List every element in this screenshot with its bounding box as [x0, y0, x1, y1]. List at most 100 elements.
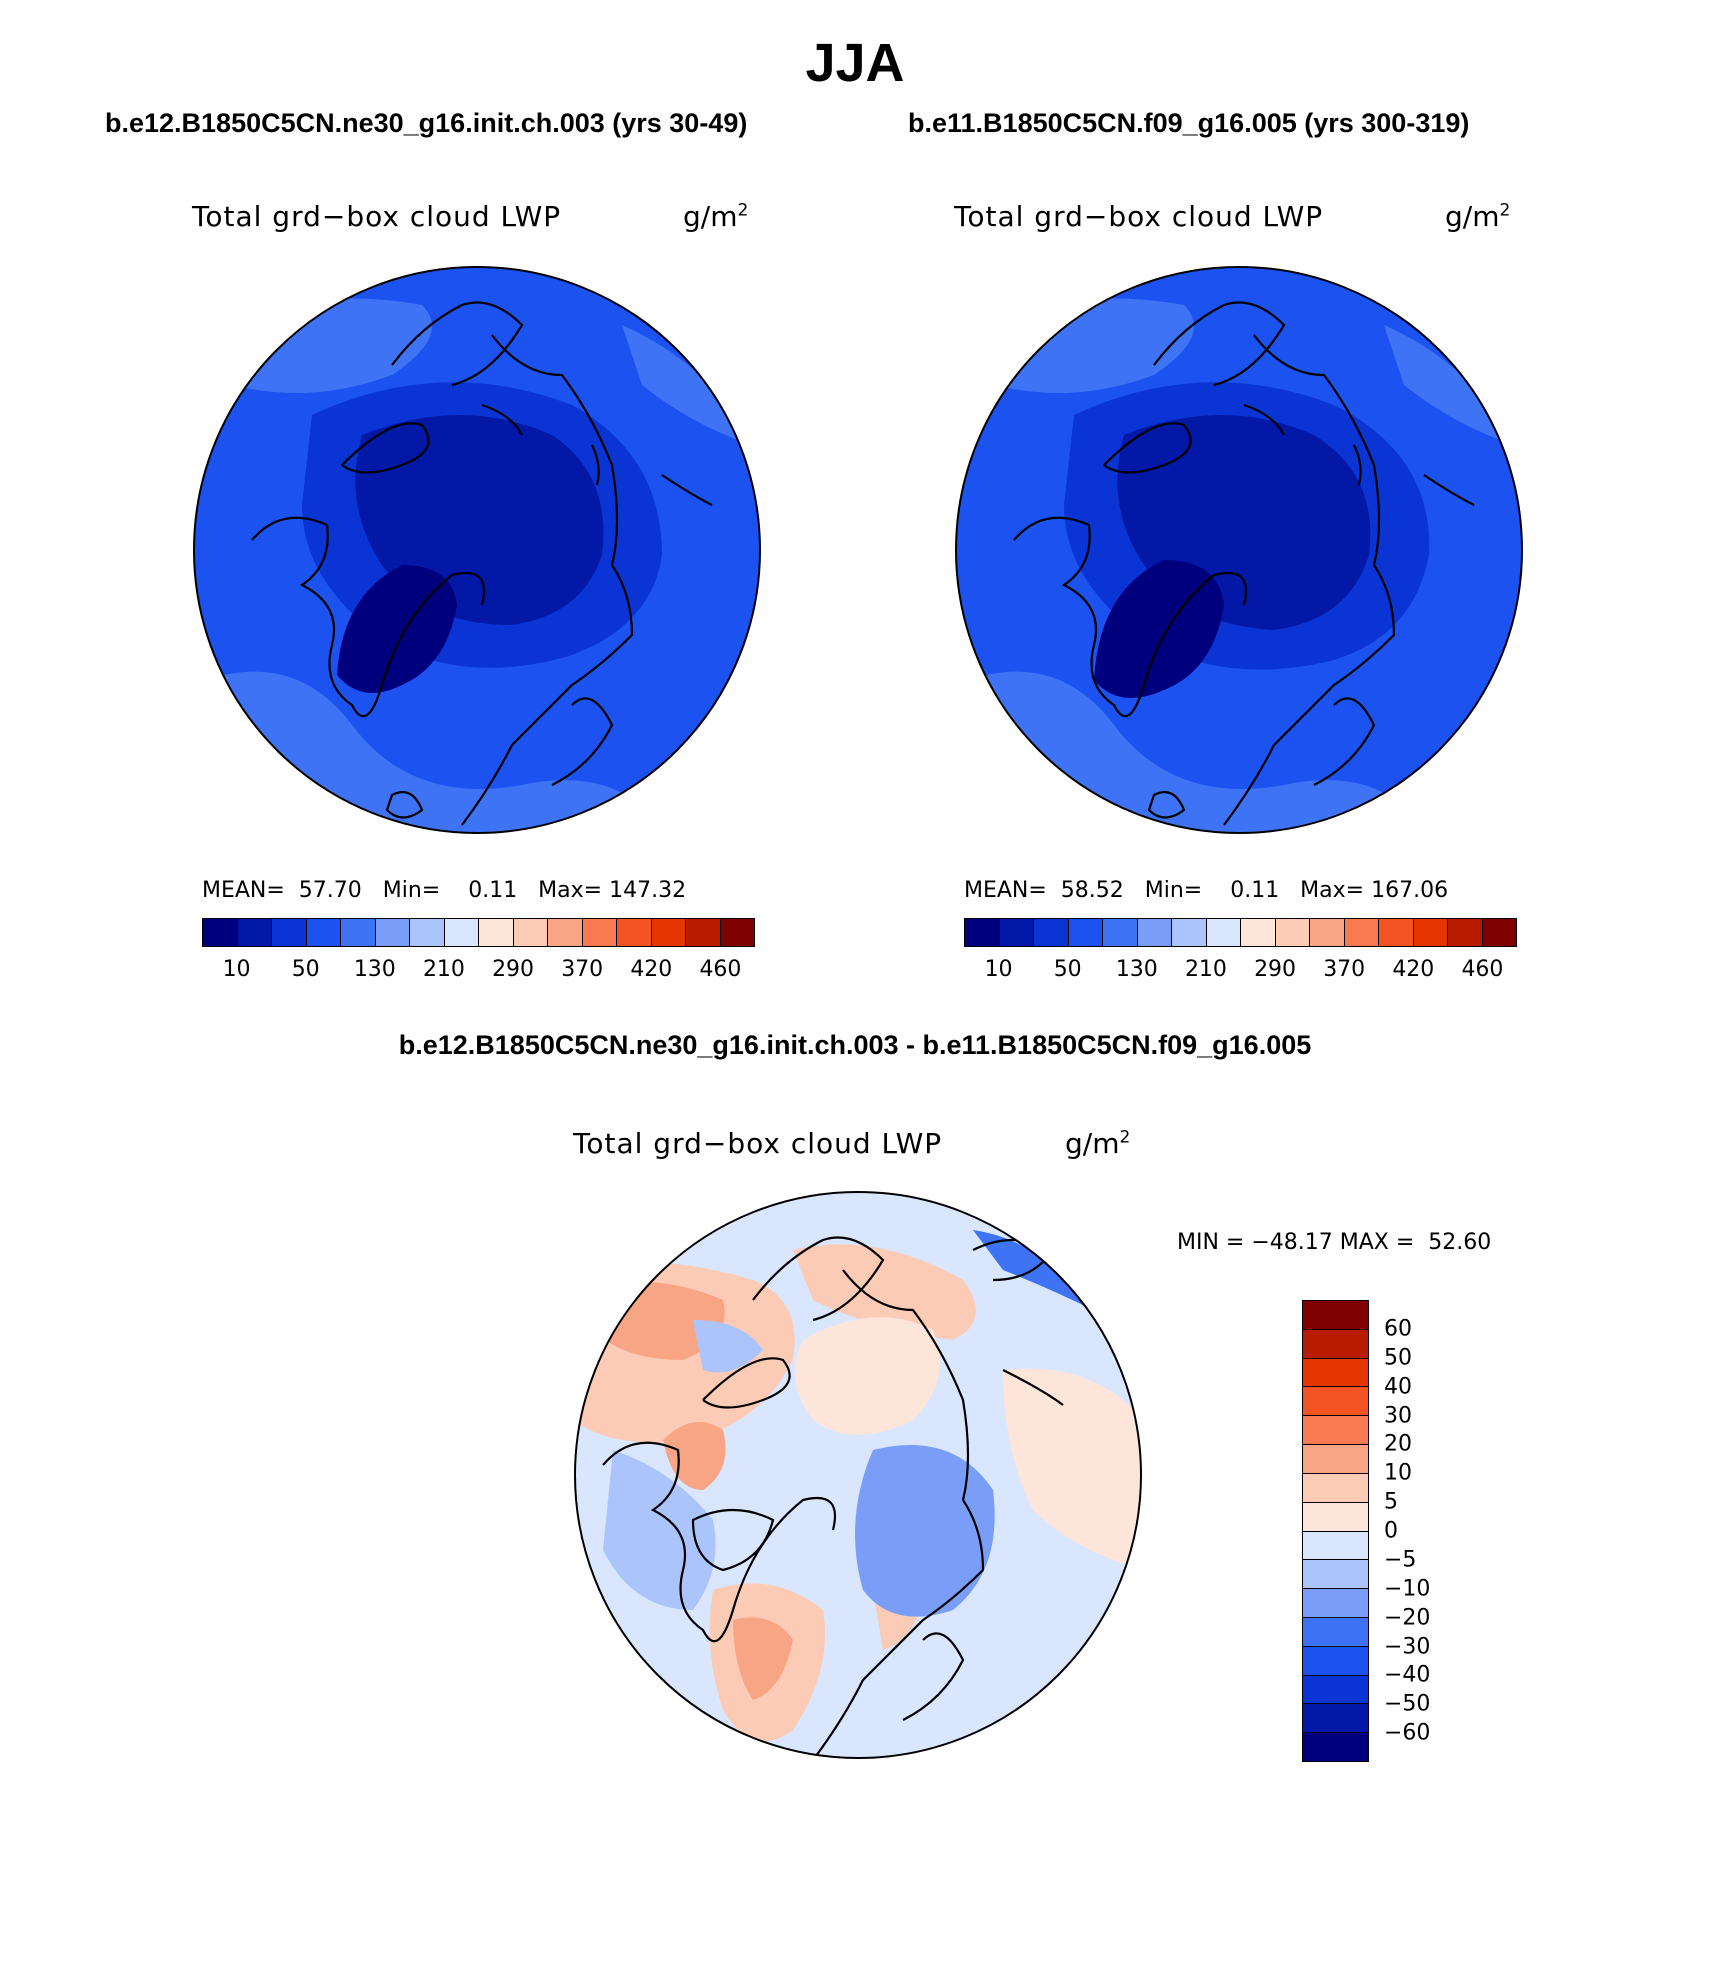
diff-units-label: g/m2	[1065, 1127, 1131, 1160]
right-colorbar-ticks: 10 50 130 210 290 370 420 460	[964, 957, 1517, 987]
colorbar-swatch	[720, 919, 754, 946]
left-colorbar	[202, 918, 755, 947]
left-variable-label: Total grd−box cloud LWP	[192, 200, 562, 233]
colorbar-swatch	[1303, 1329, 1368, 1359]
colorbar-swatch	[1448, 919, 1483, 946]
diff-variable-label: Total grd−box cloud LWP	[573, 1127, 943, 1160]
map-field-zone	[1003, 1368, 1141, 1570]
colorbar-swatch	[444, 919, 479, 946]
colorbar-swatch	[965, 919, 1000, 946]
colorbar-swatch	[1344, 919, 1379, 946]
left-stats: MEAN= 57.70 Min= 0.11 Max= 147.32	[202, 878, 687, 903]
right-colorbar	[964, 918, 1517, 947]
colorbar-swatch	[1275, 919, 1310, 946]
coastline	[251, 301, 713, 826]
left-panel-title: b.e12.B1850C5CN.ne30_g16.init.ch.003 (yr…	[105, 108, 748, 138]
colorbar-swatch	[1068, 919, 1103, 946]
map-field-zone	[1384, 325, 1514, 445]
diff-panel-title: b.e12.B1850C5CN.ne30_g16.init.ch.003 - b…	[398, 1030, 1312, 1060]
colorbar-tick-label: 20	[1384, 1431, 1412, 1457]
colorbar-tick-label: 290	[1254, 957, 1297, 982]
right-panel-title: b.e11.B1850C5CN.f09_g16.005 (yrs 300-319…	[908, 108, 1470, 138]
colorbar-swatch	[1482, 919, 1516, 946]
colorbar-swatch	[1303, 1589, 1368, 1618]
colorbar-swatch	[1379, 919, 1414, 946]
colorbar-swatch	[686, 919, 721, 946]
map-boundary	[574, 1191, 1142, 1759]
colorbar-swatch	[513, 919, 548, 946]
colorbar-tick-label: 420	[630, 957, 673, 982]
colorbar-swatch	[999, 919, 1034, 946]
colorbar-tick-label: 50	[1384, 1345, 1412, 1371]
colorbar-swatch	[237, 919, 272, 946]
colorbar-tick-label: 50	[1053, 957, 1082, 982]
colorbar-swatch	[1303, 1473, 1368, 1503]
colorbar-swatch	[651, 919, 686, 946]
colorbar-swatch	[1303, 1387, 1368, 1417]
colorbar-swatch	[548, 919, 583, 946]
colorbar-swatch	[1303, 1646, 1368, 1676]
colorbar-swatch	[375, 919, 410, 946]
map-field-zone	[337, 565, 457, 693]
diff-polar-map	[574, 1191, 1142, 1759]
colorbar-tick-label: 130	[1115, 957, 1158, 982]
colorbar-swatch	[1303, 1617, 1368, 1647]
colorbar-swatch	[272, 919, 307, 946]
colorbar-tick-label: 370	[561, 957, 604, 982]
colorbar-swatch	[1303, 1416, 1368, 1446]
right-units-label: g/m2	[1445, 200, 1511, 233]
colorbar-swatch	[1241, 919, 1276, 946]
figure-title: JJA	[805, 33, 905, 93]
colorbar-swatch	[582, 919, 617, 946]
coastline	[1013, 301, 1475, 826]
colorbar-tick-label: 40	[1384, 1374, 1412, 1400]
left-colorbar-ticks: 10 50 130 210 290 370 420 460	[202, 957, 755, 987]
colorbar-tick-label: −60	[1384, 1720, 1431, 1746]
colorbar-swatch	[341, 919, 376, 946]
colorbar-swatch	[306, 919, 341, 946]
diff-colorbar	[1302, 1300, 1369, 1762]
map-field-zone	[1094, 560, 1224, 698]
colorbar-tick-label: 30	[1384, 1403, 1412, 1428]
colorbar-swatch	[1303, 1502, 1368, 1532]
colorbar-swatch	[1310, 919, 1345, 946]
colorbar-tick-label: 420	[1392, 957, 1435, 982]
colorbar-swatch	[617, 919, 652, 946]
map-boundary	[193, 266, 761, 834]
colorbar-tick-label: −30	[1384, 1634, 1431, 1659]
colorbar-swatch	[1137, 919, 1172, 946]
colorbar-swatch	[1303, 1675, 1368, 1705]
colorbar-swatch	[203, 919, 238, 946]
colorbar-tick-label: 5	[1384, 1489, 1398, 1515]
colorbar-tick-label: 130	[353, 957, 396, 982]
colorbar-swatch	[1303, 1733, 1368, 1761]
colorbar-tick-label: −5	[1384, 1547, 1417, 1573]
right-variable-label: Total grd−box cloud LWP	[954, 200, 1324, 233]
colorbar-swatch	[1303, 1301, 1368, 1330]
colorbar-tick-label: 290	[492, 957, 535, 982]
map-field-zone	[795, 1317, 940, 1435]
map-field-zone	[693, 1320, 763, 1373]
colorbar-tick-label: 460	[699, 957, 742, 982]
left-units-label: g/m2	[683, 200, 749, 233]
diff-colorbar-ticks: 60 50 40 30 20 10 5 0 −5 −10 −20 −30 −40 −50 −60	[1384, 1300, 1464, 1762]
map-field-zone	[603, 1450, 716, 1610]
colorbar-tick-label: 50	[291, 957, 320, 982]
colorbar-tick-label: 10	[222, 957, 251, 982]
colorbar-swatch	[1303, 1358, 1368, 1388]
map-boundary	[955, 266, 1523, 834]
colorbar-tick-label: −10	[1384, 1576, 1431, 1602]
colorbar-tick-label: 460	[1461, 957, 1504, 982]
diff-stats: MIN = −48.17 MAX = 52.60	[1177, 1230, 1492, 1255]
colorbar-tick-label: −40	[1384, 1662, 1431, 1688]
colorbar-tick-label: −20	[1384, 1605, 1431, 1631]
map-field-zone	[622, 325, 752, 445]
colorbar-swatch	[1303, 1560, 1368, 1590]
map-field-zone	[793, 1244, 976, 1340]
colorbar-swatch	[1303, 1445, 1368, 1474]
colorbar-tick-label: 370	[1323, 957, 1366, 982]
colorbar-swatch	[1206, 919, 1241, 946]
right-polar-map	[955, 266, 1523, 834]
colorbar-swatch	[1103, 919, 1138, 946]
right-stats: MEAN= 58.52 Min= 0.11 Max= 167.06	[964, 878, 1449, 903]
